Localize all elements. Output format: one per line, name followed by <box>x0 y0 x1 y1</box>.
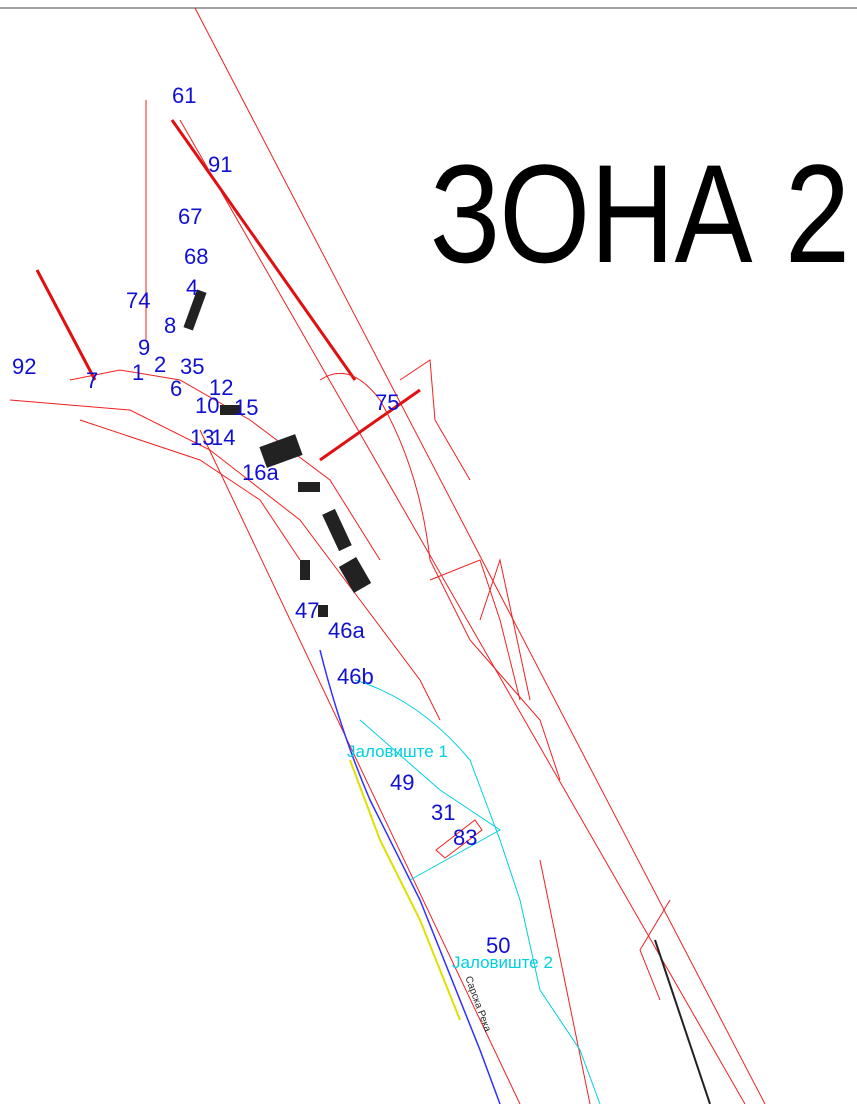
object-label: 2 <box>154 352 166 377</box>
object-label: 4 <box>186 275 198 300</box>
object-label: 9 <box>138 335 150 360</box>
object-label: 50 <box>486 933 510 958</box>
zone-title: ЗОНА 2 <box>430 135 850 292</box>
object-label: 15 <box>234 395 258 420</box>
object-label: 16a <box>242 460 279 485</box>
area-label: Јаловиште 1 <box>347 742 448 761</box>
object-label: 91 <box>208 152 232 177</box>
object-label: 75 <box>375 390 399 415</box>
object-label: 12 <box>209 375 233 400</box>
object-label: 49 <box>390 770 414 795</box>
river-label: Сарска Река <box>462 975 492 1034</box>
object-label: 35 <box>180 354 204 379</box>
object-label: 46b <box>337 664 374 689</box>
object-label: 31 <box>431 800 455 825</box>
object-label: 67 <box>178 204 202 229</box>
area-label: Јаловиште 2 <box>452 953 553 972</box>
drawing <box>9 7 766 1104</box>
object-label: 13 <box>190 425 214 450</box>
object-label: 1 <box>132 360 144 385</box>
object-label: 92 <box>12 354 36 379</box>
object-label: 68 <box>184 244 208 269</box>
object-label: 46a <box>328 618 365 643</box>
object-label: 47 <box>295 598 319 623</box>
object-label: 61 <box>172 83 196 108</box>
object-label: 83 <box>453 825 477 850</box>
object-label: 74 <box>126 288 150 313</box>
object-label: 14 <box>211 425 235 450</box>
object-label: 7 <box>86 368 98 393</box>
object-label: 8 <box>164 313 176 338</box>
object-label: 10 <box>195 393 219 418</box>
object-label: 6 <box>170 376 182 401</box>
